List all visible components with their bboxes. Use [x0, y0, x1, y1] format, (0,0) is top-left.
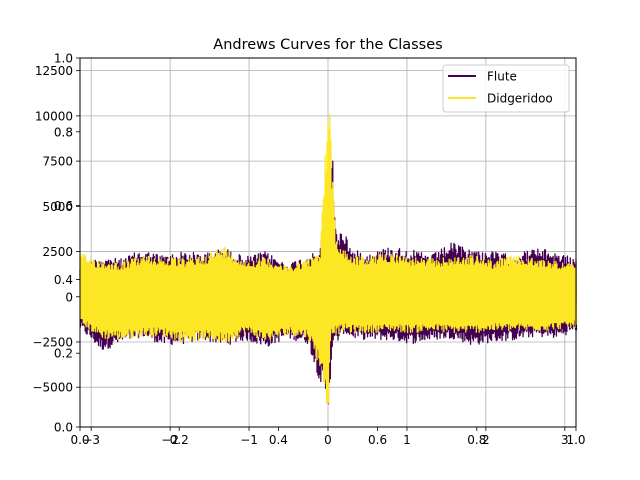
bg-y-tick-label: 1.0 — [54, 52, 73, 66]
series-area — [79, 114, 578, 405]
bg-x-tick-label: 1.0 — [566, 433, 585, 447]
bg-x-tick-label: 0.8 — [467, 433, 486, 447]
x-tick-label: 2 — [482, 433, 490, 447]
bg-x-tick-label: 0.4 — [269, 433, 288, 447]
x-tick-label: −2 — [161, 433, 179, 447]
x-tick-label: −1 — [240, 433, 258, 447]
legend-label-flute: Flute — [487, 70, 517, 84]
y-tick-label: 0 — [65, 290, 73, 304]
y-tick-label: 2500 — [42, 245, 73, 259]
y-tick-label: 5000 — [42, 200, 73, 214]
bg-x-tick-label: 0.6 — [368, 433, 387, 447]
y-tick-label: 12500 — [35, 64, 73, 78]
y-tick-label: −2500 — [32, 335, 73, 349]
bg-y-tick-label: 0.8 — [54, 125, 73, 139]
background-axis: 0.0 0.2 0.4 0.6 0.8 1.0 0.0 0.2 0.4 0.6 0.8 1.0 — [54, 52, 586, 448]
bg-x-tick-label: 0.2 — [170, 433, 189, 447]
bg-y-tick-label: 0.0 — [54, 421, 73, 435]
y-tick-label: 7500 — [42, 155, 73, 169]
legend: Flute Didgeridoo — [442, 64, 570, 113]
bg-y-tick-label: 0.2 — [54, 347, 73, 361]
x-tick-label: −3 — [82, 433, 100, 447]
bg-x-tick-label: 0.0 — [70, 433, 89, 447]
bg-y-tick-label: 0.6 — [54, 199, 73, 213]
x-tick-label: 1 — [403, 433, 411, 447]
bg-y-tick-label: 0.4 — [54, 273, 73, 287]
axes: −3 −2 −1 0 1 2 3 −5000 −2500 0 2500 5000 7500 10000 12… — [32, 64, 568, 447]
x-tick-label: 3 — [561, 433, 569, 447]
chart-title: Andrews Curves for the Classes — [213, 37, 442, 53]
x-tick-label: 0 — [324, 433, 332, 447]
legend-label-didgeridoo: Didgeridoo — [487, 92, 553, 106]
series-core-didgeridoo — [80, 172, 576, 362]
y-tick-label: 10000 — [35, 109, 73, 123]
y-tick-label: −5000 — [32, 381, 73, 395]
